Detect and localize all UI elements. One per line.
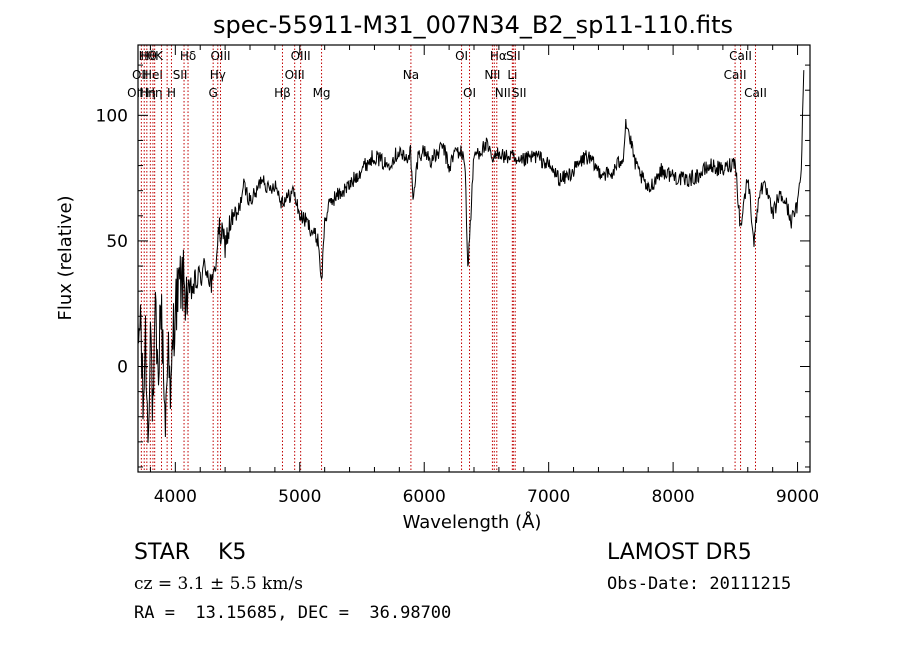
line-marker-label-25: SII [506,49,521,63]
line-marker-label-7: K [155,49,164,63]
line-marker-label-23: NII [495,86,511,100]
line-marker-label-16: OIII [291,49,311,63]
x-tick-label-0: 4000 [154,487,197,507]
line-marker-label-27: CaII [724,68,747,82]
line-marker-label-11: G [209,86,218,100]
x-tick-label-4: 8000 [651,487,694,507]
line-marker-label-3: Hη [146,86,163,100]
line-marker-label-9: SII [173,68,188,82]
y-tick-label-2: 100 [96,106,128,126]
x-tick-label-2: 6000 [403,487,446,507]
line-marker-label-2: Hθ [139,49,155,63]
chart-title: spec-55911-M31_007N34_B2_sp11-110.fits [213,11,733,39]
line-marker-label-8: H [167,86,176,100]
y-tick-label-1: 50 [106,232,128,252]
line-marker-label-19: OI [455,49,468,63]
y-axis-label: Flux (relative) [55,195,76,320]
line-marker-label-14: Hβ [274,86,291,100]
spectrum-line-layer [137,70,805,443]
x-axis-label: Wavelength (Å) [403,511,542,533]
y-tick-label-0: 0 [117,358,128,378]
axis-ticks: 4000 5000 6000 7000 8000 9000 0 50 100 [96,45,819,507]
line-marker-label-15: OIII [285,68,305,82]
coordinates: RA = 13.15685, DEC = 36.98700 [134,603,452,623]
spectrum-line [137,70,805,443]
line-marker-label-18: Na [403,68,419,82]
line-marker-label-6: Hη [139,86,156,100]
object-class: STAR K5 [134,540,247,565]
line-marker-label-1: OII [132,68,149,82]
survey-name: LAMOST DR5 [607,540,752,565]
line-marker-label-4: HeI [143,68,163,82]
line-marker-label-5: Hθ [140,49,156,63]
x-tick-label-5: 9000 [776,487,819,507]
observation-date: Obs-Date: 20111215 [607,574,792,594]
line-marker-label-21: NII [484,68,500,82]
line-marker-label-10: Hδ [180,49,196,63]
line-marker-label-17: Mg [313,86,331,100]
plot-frame [137,44,811,473]
line-marker-label-28: CaII [729,49,752,63]
x-tick-label-1: 5000 [278,487,321,507]
redshift-cz: cz = 3.1 ± 5.5 km/s [134,574,303,594]
line-marker-label-12: Hγ [210,68,226,82]
x-tick-label-3: 7000 [527,487,570,507]
line-marker-label-29: CaII [744,86,767,100]
line-marker-label-24: Li [507,68,517,82]
line-marker-label-0: OII [127,86,144,100]
line-marker-label-20: OI [463,86,476,100]
line-marker-label-26: SII [512,86,527,100]
spectral-line-markers: OIIOIIHθHηHeIHθHηKHSIIHδGHγOIIIHβOIIIOII… [127,45,767,472]
line-marker-label-13: OIII [210,49,230,63]
line-marker-label-22: Hα [490,49,507,63]
